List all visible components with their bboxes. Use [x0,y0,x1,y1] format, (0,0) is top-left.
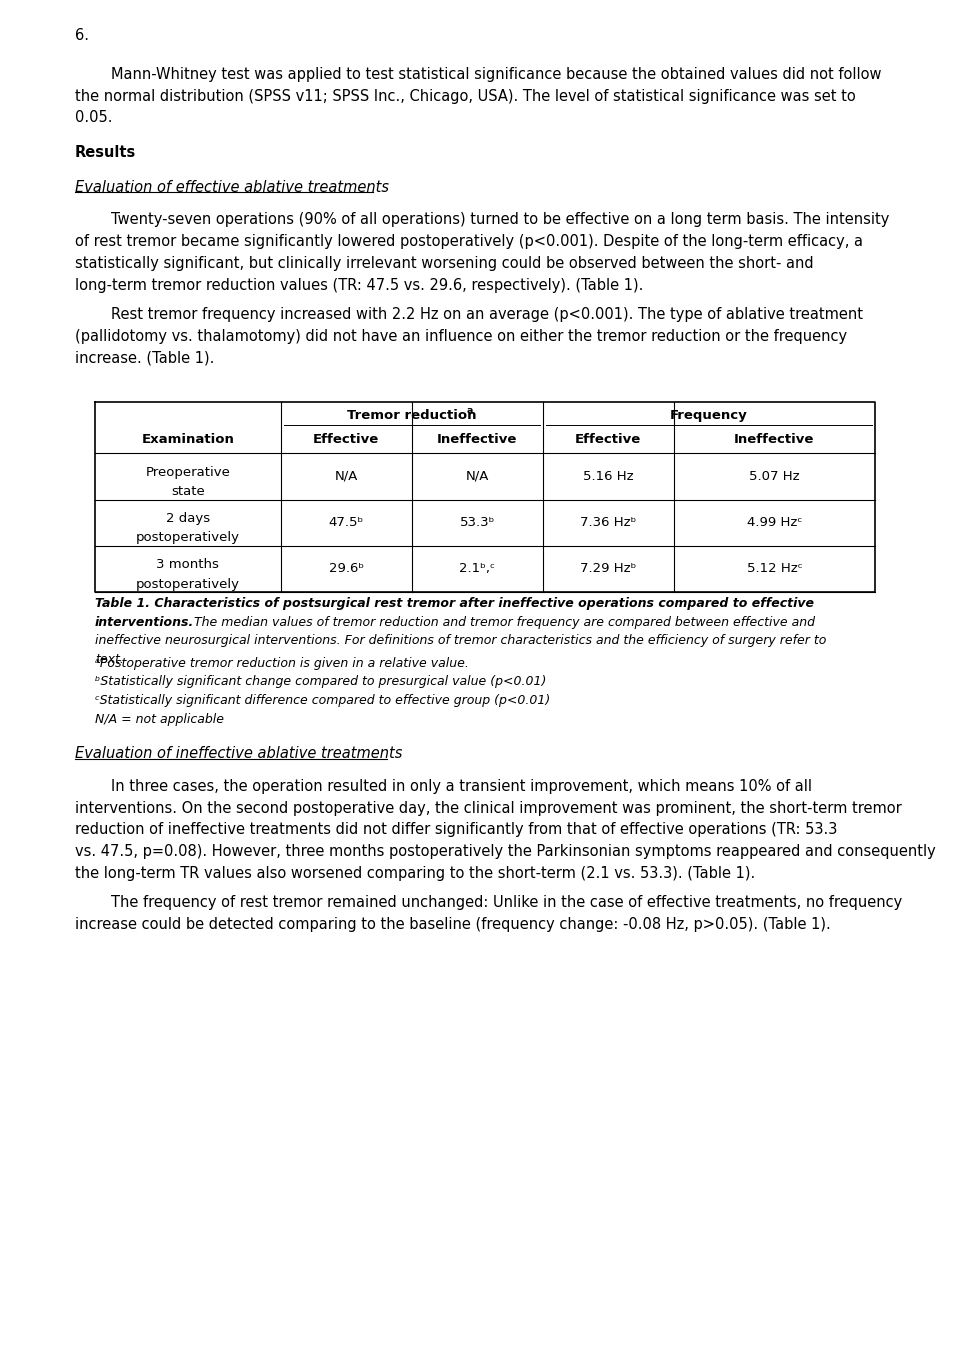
Text: ᵇStatistically significant change compared to presurgical value (p<0.01): ᵇStatistically significant change compar… [95,676,546,688]
Text: 5.07 Hz: 5.07 Hz [749,469,800,483]
Text: 6.: 6. [75,27,89,42]
Text: In three cases, the operation resulted in only a transient improvement, which me: In three cases, the operation resulted i… [111,778,812,793]
Text: long-term tremor reduction values (TR: 47.5 vs. 29.6, respectively). (Table 1).: long-term tremor reduction values (TR: 4… [75,278,643,293]
Text: N/A: N/A [334,469,358,483]
Text: ᶜStatistically significant difference compared to effective group (p<0.01): ᶜStatistically significant difference co… [95,694,550,707]
Text: a: a [467,406,472,416]
Text: 29.6ᵇ: 29.6ᵇ [328,562,364,575]
Text: Evaluation of effective ablative treatments: Evaluation of effective ablative treatme… [75,181,389,194]
Text: ᵃPostoperative tremor reduction is given in a relative value.: ᵃPostoperative tremor reduction is given… [95,657,468,670]
Text: 2.1ᵇ,ᶜ: 2.1ᵇ,ᶜ [459,562,495,575]
Text: N/A = not applicable: N/A = not applicable [95,713,224,725]
Text: 7.36 Hzᵇ: 7.36 Hzᵇ [580,516,636,528]
Text: Ineffective: Ineffective [734,432,815,446]
Text: 2 days: 2 days [166,512,210,525]
Text: The median values of tremor reduction and tremor frequency are compared between : The median values of tremor reduction an… [190,616,815,629]
Text: Table 1. Characteristics of postsurgical rest tremor after ineffective operation: Table 1. Characteristics of postsurgical… [95,598,814,610]
Text: the normal distribution (SPSS v11; SPSS Inc., Chicago, USA). The level of statis: the normal distribution (SPSS v11; SPSS … [75,89,855,104]
Text: postoperatively: postoperatively [135,531,240,544]
Text: 47.5ᵇ: 47.5ᵇ [328,516,364,528]
Text: Results: Results [75,145,136,160]
Text: 5.12 Hzᶜ: 5.12 Hzᶜ [747,562,803,575]
Text: text.: text. [95,653,124,666]
Text: state: state [171,486,204,498]
Text: increase could be detected comparing to the baseline (frequency change: -0.08 Hz: increase could be detected comparing to … [75,917,830,932]
Text: 4.99 Hzᶜ: 4.99 Hzᶜ [747,516,802,528]
Text: reduction of ineffective treatments did not differ significantly from that of ef: reduction of ineffective treatments did … [75,822,837,837]
Text: Effective: Effective [313,432,379,446]
Text: Mann-Whitney test was applied to test statistical significance because the obtai: Mann-Whitney test was applied to test st… [111,67,881,82]
Text: Ineffective: Ineffective [437,432,517,446]
Text: Tremor reduction: Tremor reduction [347,409,476,423]
Text: 53.3ᵇ: 53.3ᵇ [460,516,495,528]
Text: Evaluation of ineffective ablative treatments: Evaluation of ineffective ablative treat… [75,747,402,762]
Text: 7.29 Hzᵇ: 7.29 Hzᵇ [580,562,636,575]
Text: interventions.: interventions. [95,616,194,629]
Text: 3 months: 3 months [156,558,219,570]
Text: postoperatively: postoperatively [135,577,240,591]
Text: increase. (Table 1).: increase. (Table 1). [75,350,214,365]
Text: Examination: Examination [141,432,234,446]
Text: ineffective neurosurgical interventions. For definitions of tremor characteristi: ineffective neurosurgical interventions.… [95,635,827,647]
Text: statistically significant, but clinically irrelevant worsening could be observed: statistically significant, but clinicall… [75,256,814,271]
Text: (pallidotomy vs. thalamotomy) did not have an influence on either the tremor red: (pallidotomy vs. thalamotomy) did not ha… [75,328,847,343]
Text: The frequency of rest tremor remained unchanged: Unlike in the case of effective: The frequency of rest tremor remained un… [111,895,902,910]
Text: Preoperative: Preoperative [145,465,230,479]
Text: the long-term TR values also worsened comparing to the short-term (2.1 vs. 53.3): the long-term TR values also worsened co… [75,866,756,881]
Text: 5.16 Hz: 5.16 Hz [583,469,634,483]
Text: vs. 47.5, p=0.08). However, three months postoperatively the Parkinsonian sympto: vs. 47.5, p=0.08). However, three months… [75,844,936,859]
Text: Twenty-seven operations (90% of all operations) turned to be effective on a long: Twenty-seven operations (90% of all oper… [111,212,889,227]
Text: of rest tremor became significantly lowered postoperatively (p<0.001). Despite o: of rest tremor became significantly lowe… [75,234,863,249]
Text: Effective: Effective [575,432,641,446]
Text: interventions. On the second postoperative day, the clinical improvement was pro: interventions. On the second postoperati… [75,800,901,815]
Text: N/A: N/A [466,469,489,483]
Text: Frequency: Frequency [670,409,748,423]
Text: Rest tremor frequency increased with 2.2 Hz on an average (p<0.001). The type of: Rest tremor frequency increased with 2.2… [111,306,863,321]
Text: 0.05.: 0.05. [75,111,112,126]
